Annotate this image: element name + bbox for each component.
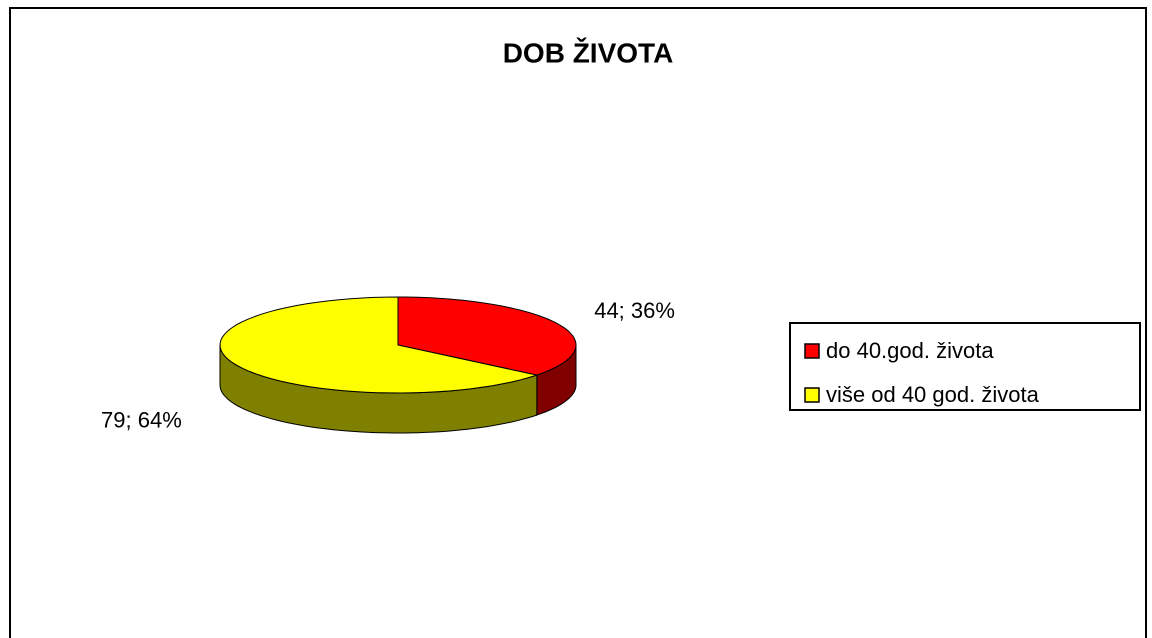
- legend-swatch: [804, 343, 820, 359]
- data-label: 79; 64%: [101, 408, 182, 433]
- legend-box: [789, 322, 1141, 411]
- legend-label: više od 40 god. života: [826, 382, 1040, 407]
- pie-slice: [219, 296, 539, 394]
- legend-swatch: [804, 387, 820, 403]
- chart-title: DOB ŽIVOTA: [503, 37, 674, 68]
- data-label: 44; 36%: [594, 298, 675, 323]
- legend-label: do 40.god. života: [826, 338, 994, 363]
- pie-slice: [397, 296, 577, 376]
